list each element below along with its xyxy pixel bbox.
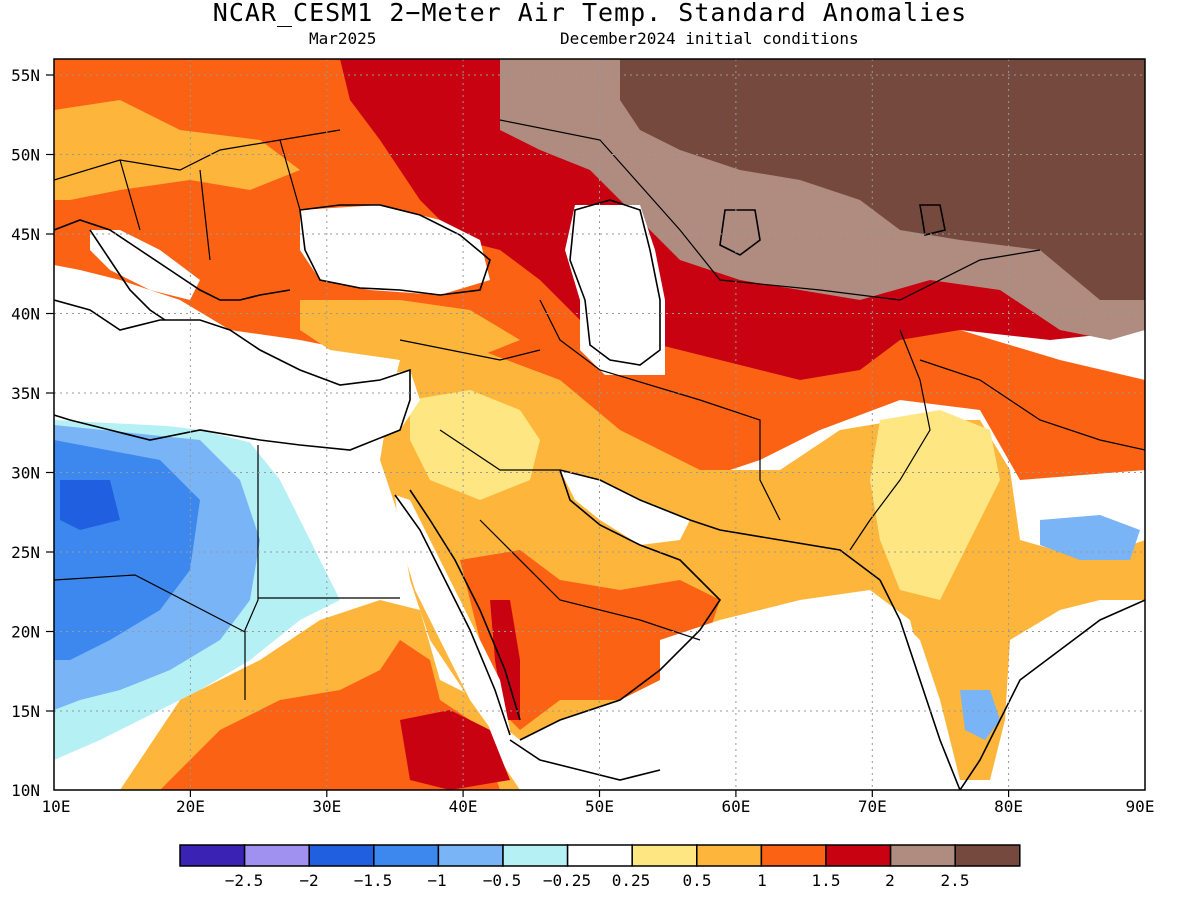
arabian-sea	[560, 590, 950, 790]
lon-ticks	[189, 790, 1010, 797]
lat-label-25: 25N	[11, 543, 40, 562]
border-turkey-syria	[399, 339, 541, 361]
legend-box-2	[308, 844, 375, 867]
border-chad	[54, 574, 246, 633]
legend-box-4	[437, 844, 504, 867]
legend-label-3: −1	[427, 871, 446, 890]
persian-gulf-coast	[559, 469, 881, 581]
lon-label-10: 10E	[42, 797, 71, 816]
legend-box-10	[825, 844, 892, 867]
legend-label-4: −0.5	[483, 871, 522, 890]
anomaly-region-arabia-orange	[460, 550, 720, 730]
lat-ticks	[46, 74, 54, 712]
bay-of-bengal	[1000, 600, 1145, 790]
legend-label-5: −0.25	[543, 871, 591, 890]
legend-label-9: 1.5	[812, 871, 841, 890]
legend-color-boxes	[179, 844, 1021, 867]
legend-box-1	[243, 844, 310, 867]
legend-label-6: 0.25	[612, 871, 651, 890]
anomaly-region-turkey-light	[300, 300, 520, 360]
legend-label-0: −2.5	[225, 871, 264, 890]
legend-box-9	[760, 844, 827, 867]
init-conditions-label: December2024 initial conditions	[560, 29, 859, 48]
anomaly-field	[54, 59, 1145, 790]
legend-label-11: 2.5	[941, 871, 970, 890]
legend-box-12	[954, 844, 1021, 867]
anomaly-region-arabia-yellow	[410, 390, 540, 500]
legend-label-7: 0.5	[683, 871, 712, 890]
legend-label-1: −2	[299, 871, 318, 890]
mediterranean-coast	[54, 299, 411, 451]
anomaly-region-centralasia-darkbrown	[620, 59, 1145, 300]
red-sea	[395, 495, 510, 735]
border-china-india	[919, 359, 1145, 451]
lat-label-20: 20N	[11, 623, 40, 642]
africa-horn-coast	[509, 739, 661, 781]
lon-label-20: 20E	[176, 797, 205, 816]
anomaly-region-africa-darkblue	[60, 480, 120, 530]
lat-label-10: 10N	[11, 781, 40, 800]
valid-month-label: Mar2025	[309, 29, 377, 48]
black-sea-coast	[299, 204, 491, 296]
balkhash-coast	[919, 204, 946, 236]
mediterranean-sea	[54, 290, 420, 450]
color-legend: −2.5 −2 −1.5 −1 −0.5 −0.25 0.25 0.5 1 1.…	[179, 844, 1021, 890]
lat-axis: 55N 50N 45N 40N 35N 30N 25N 20N 15N 10N	[11, 66, 40, 800]
legend-box-3	[373, 844, 440, 867]
italy-coast	[89, 229, 166, 321]
india-coast	[879, 579, 1145, 790]
border-libya-egypt	[244, 445, 259, 700]
lon-label-70: 70E	[858, 797, 887, 816]
legend-label-8: 1	[757, 871, 767, 890]
legend-labels: −2.5 −2 −1.5 −1 −0.5 −0.25 0.25 0.5 1 1.…	[225, 871, 970, 890]
lon-label-80: 80E	[994, 797, 1023, 816]
lat-label-45: 45N	[11, 225, 40, 244]
legend-box-11	[889, 844, 956, 867]
legend-label-2: −1.5	[354, 871, 393, 890]
coastlines	[54, 199, 1145, 790]
legend-box-0	[179, 844, 246, 867]
border-iran	[539, 299, 781, 521]
lat-label-15: 15N	[11, 702, 40, 721]
lon-axis: 10E 20E 30E 40E 50E 60E 70E 80E 90E	[42, 797, 1155, 816]
anomaly-region-bengal-blue	[1040, 515, 1140, 560]
red-sea-coast	[394, 489, 521, 736]
europe-coast	[54, 219, 291, 301]
lon-label-30: 30E	[312, 797, 341, 816]
anomaly-region-balkans-light	[54, 100, 300, 200]
caspian-coast	[569, 199, 661, 366]
border-saudi	[439, 429, 701, 641]
lon-label-60: 60E	[721, 797, 750, 816]
lat-label-35: 35N	[11, 384, 40, 403]
arabia-coast	[519, 469, 722, 741]
aral-sea-coast	[719, 209, 761, 256]
lat-label-40: 40N	[11, 305, 40, 324]
persian-gulf	[560, 470, 690, 545]
lat-label-50: 50N	[11, 146, 40, 165]
anomaly-region-redsea-red	[490, 600, 520, 720]
anomaly-region-india-blue	[960, 690, 1000, 740]
lon-label-50: 50E	[585, 797, 614, 816]
adriatic-white	[90, 230, 200, 300]
lat-label-55: 55N	[11, 66, 40, 85]
caspian-sea	[565, 205, 665, 375]
gridlines	[54, 59, 1145, 790]
legend-box-7	[631, 844, 698, 867]
anomaly-region-eastafrica-red	[400, 710, 510, 790]
lon-label-90: 90E	[1126, 797, 1155, 816]
map-title: NCAR_CESM1 2−Meter Air Temp. Standard An…	[212, 0, 968, 27]
border-pakistan-india	[849, 329, 931, 551]
legend-box-6	[566, 844, 633, 867]
legend-box-5	[502, 844, 569, 867]
legend-box-8	[696, 844, 763, 867]
legend-label-10: 2	[885, 871, 895, 890]
anomaly-region-india-yellow	[870, 410, 1000, 600]
border-europe	[54, 129, 341, 261]
lon-label-40: 40E	[449, 797, 478, 816]
lat-label-30: 30N	[11, 464, 40, 483]
black-sea	[300, 205, 490, 295]
